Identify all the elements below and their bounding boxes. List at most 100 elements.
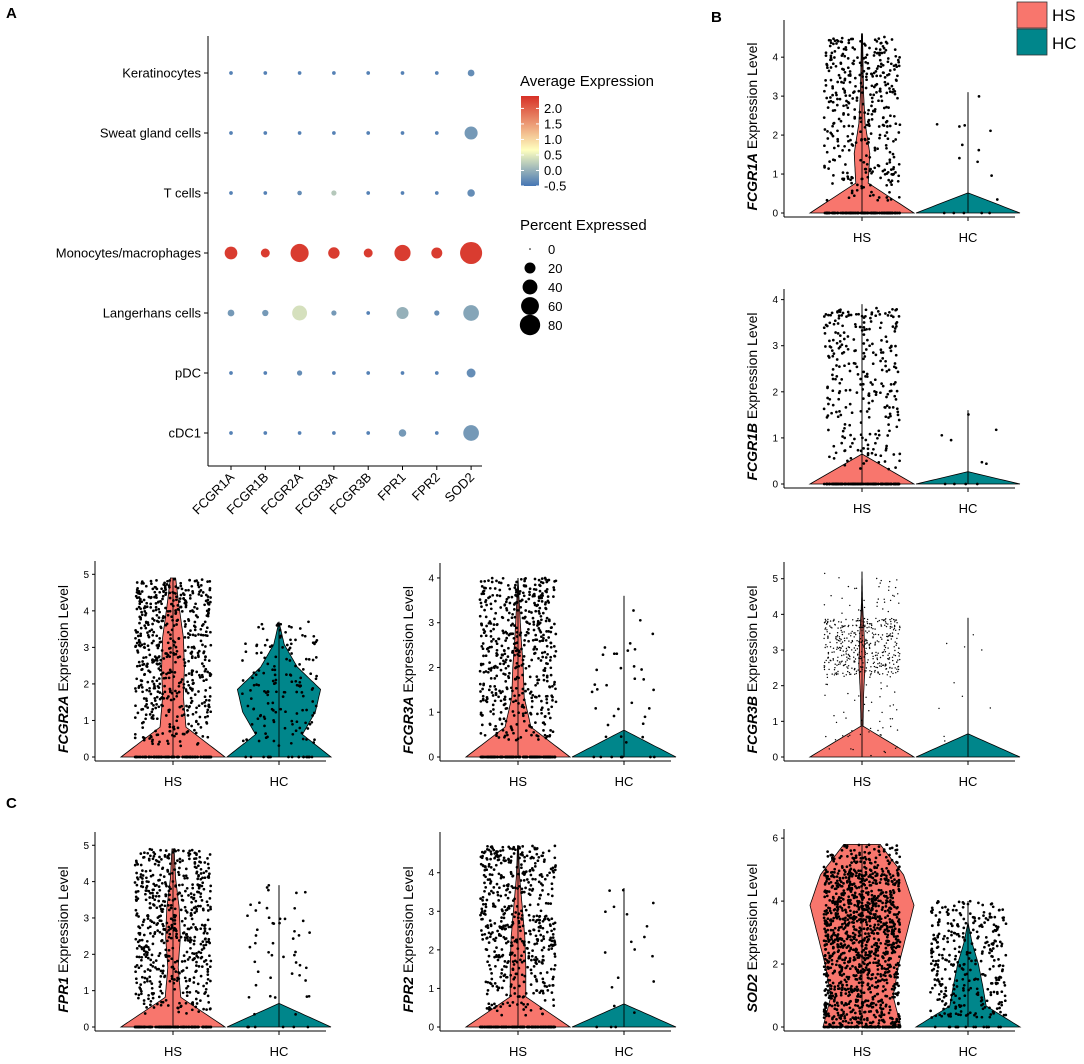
violin-point <box>135 963 139 967</box>
violin-point <box>167 935 171 939</box>
dotplot-dot <box>366 311 371 315</box>
violin-point <box>504 600 508 604</box>
violin-point <box>823 128 827 131</box>
violin-point <box>547 948 551 951</box>
violin-point <box>205 626 209 630</box>
violin-point <box>872 662 875 665</box>
violin-y-label: SOD2 Expression Level <box>744 864 760 1013</box>
violin-point <box>888 652 890 655</box>
violin-point <box>139 964 143 968</box>
violin-point <box>490 889 493 893</box>
violin-point <box>886 125 889 128</box>
violin-point <box>841 641 844 643</box>
violin-point <box>166 1004 170 1007</box>
violin-point <box>828 482 831 486</box>
violin-point <box>873 107 877 111</box>
violin-point <box>171 899 175 902</box>
violin-point <box>209 643 213 647</box>
violin-point <box>197 690 200 693</box>
violin-point <box>138 933 142 936</box>
violin-point <box>537 609 541 613</box>
violin-point <box>845 647 848 650</box>
violin-point <box>848 640 850 642</box>
violin-point <box>858 662 860 664</box>
violin-point <box>839 308 842 312</box>
dotplot-dot <box>292 305 308 321</box>
violin-point <box>151 680 154 683</box>
violin-point <box>252 671 256 675</box>
violin-point <box>244 642 247 646</box>
violin-point <box>542 721 546 724</box>
violin-point <box>894 78 898 82</box>
violin-point <box>837 117 841 121</box>
violin-point <box>876 605 878 607</box>
violin-y-label-gene: FCGR3A <box>400 696 416 754</box>
violin-point <box>550 947 554 950</box>
violin-point <box>175 959 179 963</box>
violin-point <box>313 738 316 742</box>
violin-point <box>874 314 878 318</box>
violin-point <box>272 718 275 722</box>
violin-point <box>209 979 212 983</box>
violin-point <box>847 74 851 77</box>
violin-point <box>529 755 533 759</box>
violin-point <box>160 991 164 995</box>
violin-point <box>846 171 849 175</box>
violin-point <box>870 171 873 175</box>
violin-point <box>878 53 881 57</box>
violin-point <box>139 626 143 630</box>
violin-point <box>314 704 318 708</box>
violin-point <box>891 626 893 628</box>
violin-point <box>148 925 152 929</box>
violin-point <box>204 655 207 658</box>
violin-point <box>872 109 875 113</box>
violin-point <box>142 738 146 742</box>
violin-point <box>522 959 526 963</box>
dotplot-dot <box>396 306 409 320</box>
violin-point <box>155 659 159 662</box>
violin-point <box>898 211 901 215</box>
violin-point <box>849 604 851 607</box>
violin-point <box>315 674 318 678</box>
violin-point <box>892 659 894 662</box>
violin-point <box>148 896 152 899</box>
violin-point <box>888 658 890 660</box>
violin-point <box>521 712 525 716</box>
violin-point <box>301 633 304 637</box>
violin-point <box>167 898 171 902</box>
violin-point <box>845 315 848 318</box>
violin-point <box>192 976 196 979</box>
violin-point <box>594 707 598 710</box>
violin-point <box>200 923 204 927</box>
violin-point <box>491 694 495 697</box>
violin-point <box>864 670 866 672</box>
violin-point <box>896 622 898 624</box>
violin-point <box>497 899 501 902</box>
violin-point <box>828 455 831 459</box>
violin-point <box>488 919 492 922</box>
violin-point <box>182 849 185 853</box>
violin-point <box>510 912 514 916</box>
dotplot-dot <box>227 309 235 317</box>
violin-point <box>857 618 859 620</box>
violin-point <box>893 624 896 627</box>
violin-point <box>155 755 158 759</box>
violin-point <box>858 651 861 653</box>
violin-y-tick-label: 5 <box>772 574 778 585</box>
violin-point <box>200 948 204 951</box>
violin-point <box>871 632 874 634</box>
violin-point <box>534 934 538 938</box>
violin-point <box>856 648 859 650</box>
violin-point <box>856 183 859 187</box>
violin-point <box>552 588 556 592</box>
violin-point <box>501 848 505 852</box>
violin-point <box>831 85 834 88</box>
violin-point <box>183 976 187 980</box>
violin-point <box>482 592 486 596</box>
violin-point <box>838 76 842 80</box>
violin-point <box>254 673 258 677</box>
violin-point <box>204 1025 208 1029</box>
violin-point <box>892 88 895 91</box>
violin-point <box>844 663 847 666</box>
